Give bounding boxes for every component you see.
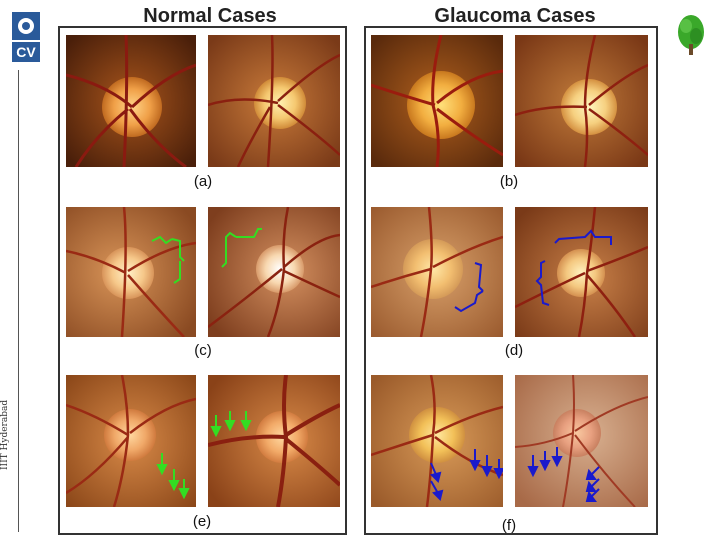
normal-arrow-markers (210, 411, 252, 438)
normal-arrow-markers (156, 453, 190, 500)
panel-label-a: (a) (193, 173, 213, 190)
fundus-image-normal-1 (66, 35, 196, 167)
panel-label-d: (d) (504, 342, 524, 359)
fundus-image-normal-2 (208, 35, 340, 167)
normal-bracket-marker (151, 235, 185, 284)
panel-label-b: (b) (499, 173, 519, 190)
sidebar-divider (18, 70, 19, 532)
glaucoma-arrow-markers (527, 447, 600, 502)
fundus-image-glaucoma-3 (371, 207, 503, 337)
panel-label-e: (e) (192, 513, 212, 530)
panel-label-c: (c) (194, 342, 212, 359)
fundus-image-normal-4 (208, 207, 340, 337)
glaucoma-arrow-markers (430, 449, 503, 501)
fundus-image-normal-3 (66, 207, 196, 337)
glaucoma-bracket-marker (554, 229, 612, 245)
fundus-image-glaucoma-4 (515, 207, 648, 337)
glaucoma-cases-title: Glaucoma Cases (434, 5, 596, 27)
logo-text: CV (16, 44, 36, 60)
tree-icon (676, 14, 706, 56)
fundus-image-glaucoma-1 (371, 35, 503, 167)
sidebar-text: IIIT Hyderabad (0, 399, 10, 470)
normal-cases-title: Normal Cases (143, 5, 277, 27)
normal-bracket-marker (221, 228, 262, 268)
fundus-image-glaucoma-2 (515, 35, 648, 167)
fundus-image-normal-6 (208, 375, 340, 507)
fundus-image-glaucoma-5 (371, 375, 503, 507)
glaucoma-bracket-marker (535, 260, 550, 306)
cvit-logo: CV (12, 12, 40, 64)
panel-label-f: (f) (501, 517, 517, 534)
fundus-image-normal-5 (66, 375, 196, 507)
fundus-image-glaucoma-6 (515, 375, 648, 507)
glaucoma-bracket-marker (454, 262, 484, 313)
